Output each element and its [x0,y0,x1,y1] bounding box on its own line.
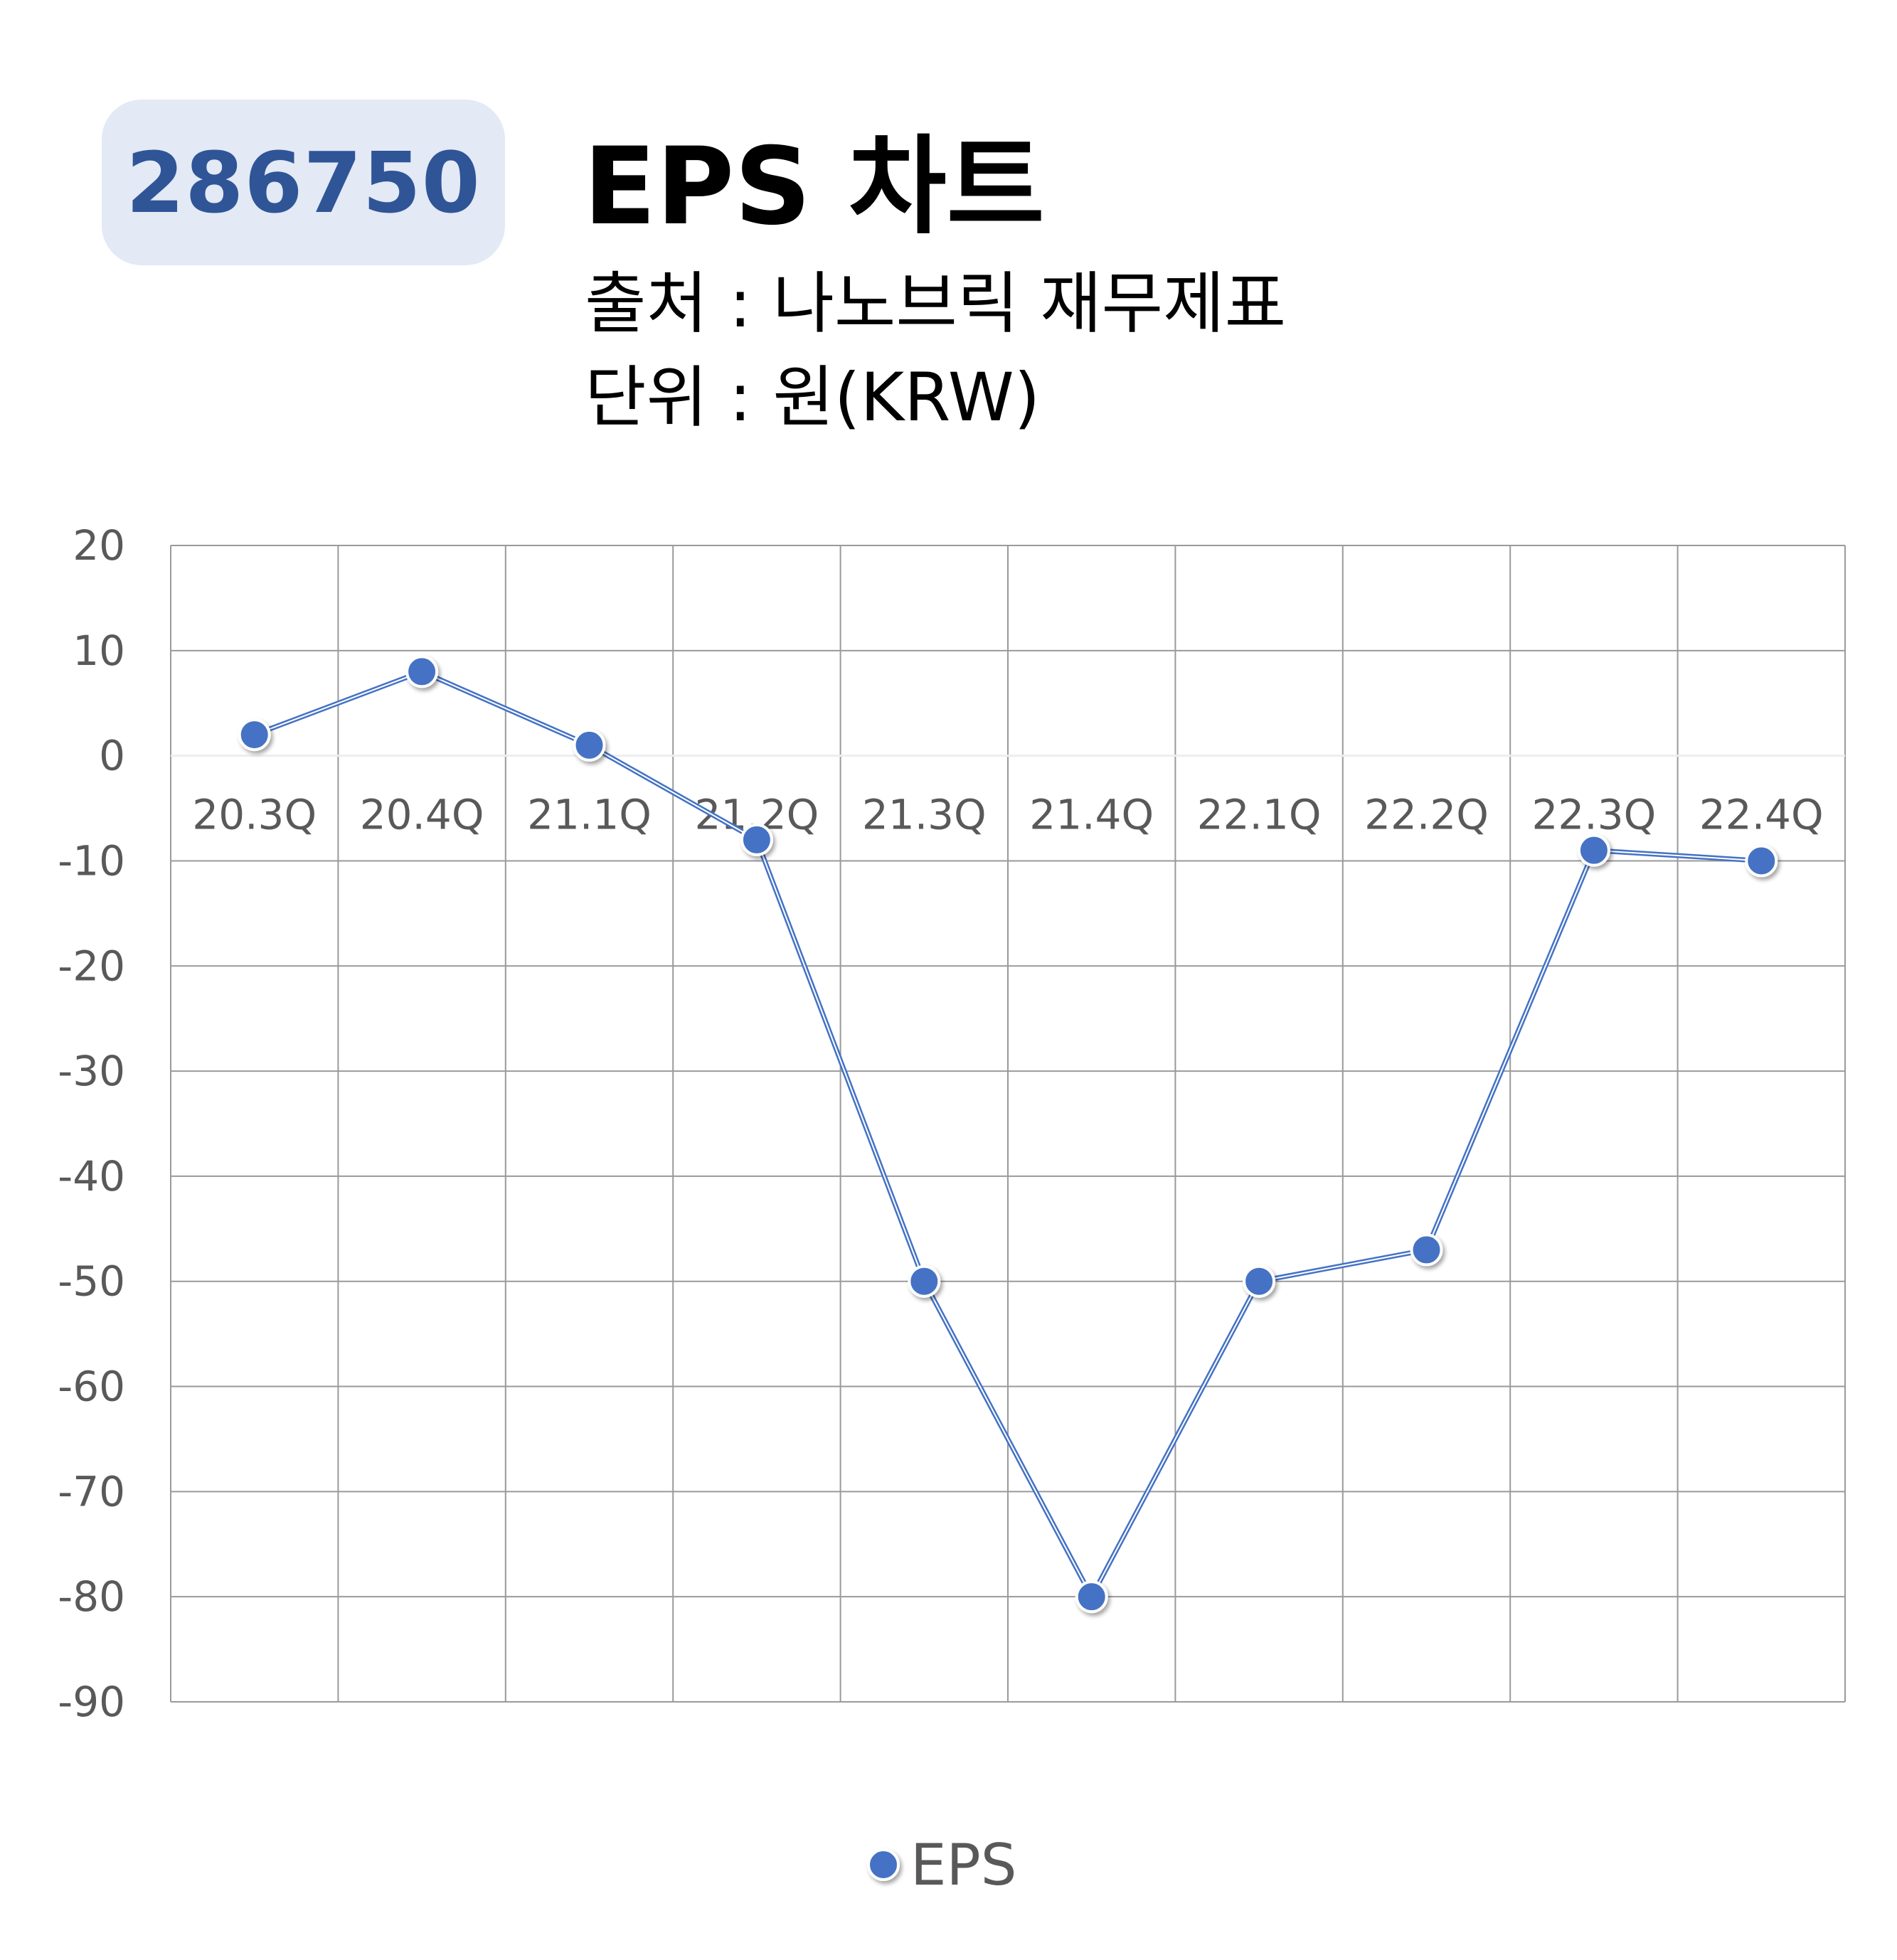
y-tick-label: -10 [58,836,125,885]
y-tick-label: -30 [58,1047,125,1095]
data-point [238,718,271,752]
y-tick-label: -70 [58,1467,125,1516]
x-tick-label: 21.4Q [1029,791,1154,839]
data-point [1243,1264,1276,1298]
legend-label-eps: EPS [910,1832,1017,1898]
chart-title: EPS 차트 [583,125,1045,249]
x-tick-label: 22.3Q [1532,791,1657,839]
vertical-gridlines [170,545,1846,1702]
data-point [1577,833,1610,867]
y-tick-label: -80 [58,1572,125,1621]
y-tick-label: -20 [58,942,125,990]
y-tick-label: -90 [58,1678,125,1726]
x-axis-tick-labels: 20.3Q 20.4Q 21.1Q 21.2Q 21.3Q 21.4Q 22.1Q 22.2Q… [192,791,1823,839]
series-line-inner [254,671,1762,1598]
data-point [1410,1233,1443,1267]
data-point [573,728,606,762]
y-tick-label: 0 [99,732,125,780]
data-point [908,1264,941,1298]
data-point [740,823,773,856]
data-point [1075,1580,1108,1614]
eps-series [238,655,1778,1614]
x-tick-label: 22.4Q [1699,791,1824,839]
y-tick-label: 10 [73,627,125,675]
legend: EPS [867,1832,1017,1898]
y-tick-label: -40 [58,1152,125,1200]
y-axis-tick-labels: 20 10 0 -10 -20 -30 -40 -50 -60 -70 -80 -90 [58,521,125,1726]
legend-marker-eps [867,1848,900,1881]
unit-label: 단위 : 원(KRW) [585,359,1041,437]
x-tick-label: 20.3Q [192,791,317,839]
source-label: 출처 : 나노브릭 재무제표 [585,265,1287,343]
x-tick-label: 21.1Q [527,791,652,839]
horizontal-gridlines [171,545,1845,1703]
x-tick-label: 22.2Q [1364,791,1489,839]
data-point [405,655,439,688]
y-tick-label: -50 [58,1257,125,1306]
y-tick-label: 20 [73,521,125,570]
x-tick-label: 21.3Q [862,791,987,839]
stock-code-badge: 286750 [102,100,505,265]
x-tick-label: 22.1Q [1197,791,1322,839]
y-tick-label: -60 [58,1363,125,1411]
x-tick-label: 20.4Q [360,791,484,839]
data-point [1745,844,1778,878]
stock-code: 286750 [126,133,481,232]
